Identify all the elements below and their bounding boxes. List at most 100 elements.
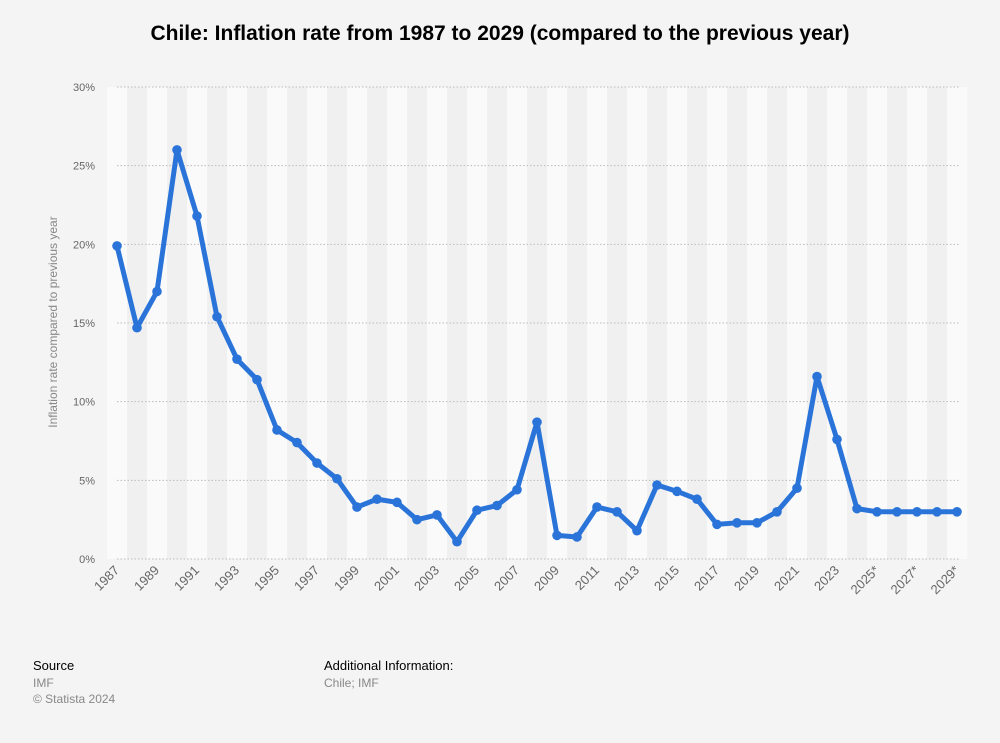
additional-info-block: Additional Information: Chile; IMF (324, 658, 453, 691)
column-band (287, 87, 308, 559)
source-heading: Source (33, 658, 75, 673)
data-point[interactable] (672, 486, 682, 497)
column-band (547, 87, 568, 559)
y-axis-ticks: 0% 5% 10% 15% 20% 25% 30% (73, 82, 95, 566)
column-band (187, 87, 208, 559)
data-point[interactable] (512, 484, 522, 495)
gridlines (117, 86, 960, 560)
additional-info-text: Chile; IMF (324, 676, 379, 690)
x-axis-ticks: 1987 1989 1991 1993 1995 1997 1999 2001 2003 2005… (91, 563, 962, 598)
x-tick-label: 2021 (771, 563, 802, 594)
x-tick-label: 2019 (731, 563, 762, 594)
x-tick-label: 2011 (572, 563, 602, 593)
data-point[interactable] (712, 519, 722, 530)
data-point[interactable] (812, 371, 822, 382)
data-point[interactable] (352, 502, 362, 512)
data-point[interactable] (272, 425, 282, 435)
x-tick-label: 2001 (371, 563, 402, 594)
column-band (207, 87, 228, 559)
data-point[interactable] (392, 497, 402, 508)
data-point[interactable] (112, 241, 122, 251)
additional-info-heading: Additional Information: (324, 658, 454, 673)
y-tick-label: 30% (73, 82, 95, 94)
data-point[interactable] (912, 507, 922, 517)
data-point[interactable] (412, 514, 422, 525)
data-point[interactable] (612, 507, 622, 517)
column-band (487, 87, 508, 559)
data-point[interactable] (852, 503, 862, 514)
data-point[interactable] (232, 354, 242, 364)
column-band (707, 87, 728, 559)
data-point[interactable] (292, 437, 302, 448)
data-point[interactable] (932, 507, 942, 517)
column-band (907, 87, 928, 559)
column-band (347, 87, 368, 559)
data-point[interactable] (952, 507, 962, 517)
x-tick-label: 1991 (171, 563, 202, 594)
data-point[interactable] (652, 480, 662, 490)
x-tick-label: 1987 (91, 563, 122, 594)
x-tick-label: 2015 (651, 563, 682, 594)
column-band (567, 87, 588, 559)
data-point[interactable] (332, 473, 342, 484)
column-band (887, 87, 908, 559)
column-band (747, 87, 768, 559)
data-point[interactable] (832, 434, 842, 445)
data-point[interactable] (632, 525, 642, 536)
x-tick-label: 1999 (331, 563, 362, 594)
data-point[interactable] (192, 211, 202, 221)
data-point[interactable] (212, 311, 222, 322)
data-point[interactable] (492, 500, 502, 511)
x-tick-label: 2027* (887, 563, 922, 598)
data-point[interactable] (472, 505, 482, 516)
column-band (327, 87, 348, 559)
column-band (467, 87, 488, 559)
x-tick-label: 2017 (691, 563, 722, 594)
y-tick-label: 20% (73, 239, 95, 251)
x-tick-label: 2007 (491, 563, 522, 594)
column-band (827, 87, 848, 559)
column-band (627, 87, 648, 559)
x-tick-label: 2003 (411, 563, 442, 594)
source-name[interactable]: IMF (33, 676, 54, 690)
data-point[interactable] (372, 494, 382, 505)
y-tick-label: 25% (73, 161, 95, 173)
column-band (687, 87, 708, 559)
data-point[interactable] (692, 494, 702, 505)
data-point[interactable] (772, 507, 782, 517)
data-point[interactable] (152, 286, 162, 297)
chart-title: Chile: Inflation rate from 1987 to 2029 … (150, 22, 850, 45)
column-band (607, 87, 628, 559)
data-point[interactable] (792, 483, 802, 494)
data-point[interactable] (532, 417, 542, 427)
x-tick-label: 2005 (451, 563, 482, 594)
data-point[interactable] (312, 458, 322, 468)
column-band (427, 87, 448, 559)
x-tick-label: 2009 (531, 563, 562, 594)
copyright: © Statista 2024 (33, 692, 116, 706)
y-tick-label: 10% (73, 397, 95, 409)
column-band (267, 87, 288, 559)
data-point[interactable] (132, 322, 142, 333)
data-points (112, 145, 962, 547)
x-tick-label: 1993 (211, 563, 242, 594)
column-band (847, 87, 868, 559)
data-point[interactable] (252, 374, 262, 385)
data-point[interactable] (172, 145, 182, 155)
data-point[interactable] (452, 536, 462, 547)
x-tick-label: 1995 (251, 563, 282, 594)
data-point[interactable] (572, 532, 582, 542)
data-point[interactable] (552, 530, 562, 541)
column-band (407, 87, 428, 559)
data-point[interactable] (892, 507, 902, 517)
y-axis-label: Inflation rate compared to previous year (46, 216, 60, 427)
x-tick-label: 2025* (847, 563, 882, 598)
data-point[interactable] (732, 518, 742, 528)
data-point[interactable] (872, 507, 882, 517)
x-tick-label: 2013 (611, 563, 642, 594)
data-point[interactable] (432, 510, 442, 520)
y-tick-label: 0% (79, 554, 95, 566)
data-point[interactable] (592, 502, 602, 512)
data-point[interactable] (752, 518, 762, 528)
